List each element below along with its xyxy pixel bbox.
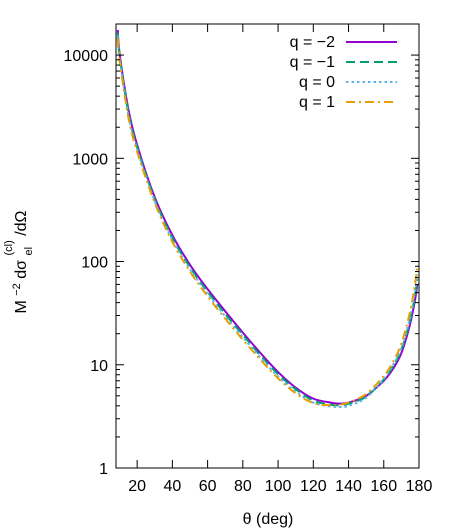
y-axis-label-base: M [13, 300, 30, 313]
y-tick-label: 1 [99, 461, 108, 478]
legend-label: q = 0 [299, 74, 335, 91]
legend-label: q = 1 [299, 94, 335, 111]
ticks-layer: 20 40 60 80 100 120 140 160 180 1 10 100 1000 10000 [64, 23, 433, 495]
y-axis-label-sup: (cl) [3, 240, 15, 255]
plot-frame [115, 23, 420, 469]
axes-layer [115, 23, 420, 469]
x-tick-label: 160 [370, 478, 397, 495]
series-line-1 [116, 29, 419, 405]
y-tick-label: 1000 [72, 151, 108, 168]
legend-label: q = −1 [290, 54, 335, 71]
y-tick-label: 10 [90, 358, 108, 375]
series-line-3 [116, 35, 419, 409]
y-axis-label-end: /dΩ [13, 210, 30, 235]
legend-label: q = −2 [290, 34, 335, 51]
x-tick-label: 20 [128, 478, 146, 495]
y-tick-label: 100 [81, 255, 108, 272]
y-tick-label: 10000 [64, 48, 109, 65]
y-axis-label-base-sup: −2 [11, 283, 23, 296]
x-tick-label: 180 [406, 478, 433, 495]
series-layer [116, 29, 419, 409]
series-line-2 [116, 32, 419, 407]
x-tick-label: 120 [300, 478, 327, 495]
x-tick-label: 40 [163, 478, 181, 495]
x-axis-label: θ (deg) [243, 511, 294, 528]
y-axis-label-mid: dσ [13, 260, 30, 279]
x-tick-label: 140 [335, 478, 362, 495]
x-tick-label: 80 [234, 478, 252, 495]
series-line-4 [116, 38, 419, 407]
y-axis-label-sub: el [23, 247, 35, 256]
legend: q = −2 q = −1 q = 0 q = 1 [290, 34, 397, 111]
y-axis-label: M −2 dσ el (cl) /dΩ [0, 210, 35, 313]
x-tick-label: 60 [199, 478, 217, 495]
x-tick-label: 100 [265, 478, 292, 495]
